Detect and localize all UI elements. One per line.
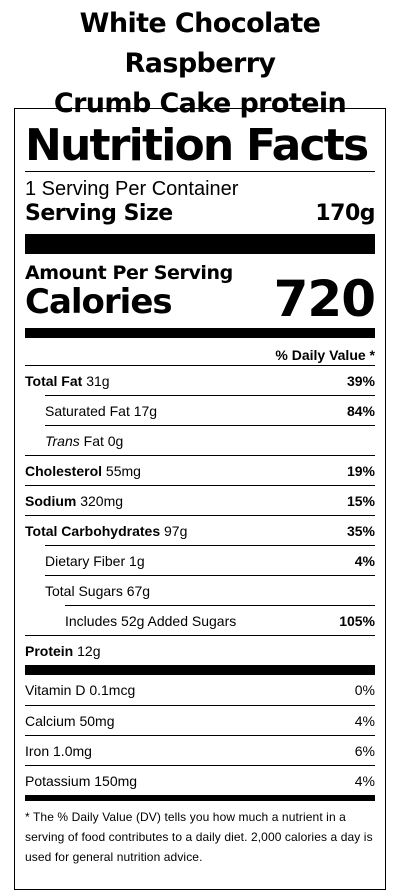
nutrient-name-italic: Trans [45,432,80,449]
thick-divider [25,234,375,254]
vitamin-name: Calcium 50mg [25,712,115,729]
nutrition-facts-heading: Nutrition Facts [25,120,369,171]
nutrient-dv: 15% [346,492,375,509]
nutrient-row-dietary-fiber: Dietary Fiber 1g 4% [45,545,375,575]
nutrient-name: Total Fat [25,372,83,389]
nutrient-name: Cholesterol [25,462,103,479]
nutrient-row-trans-fat: Trans Fat 0g [45,425,375,455]
nutrient-amount: 320mg [80,492,124,509]
nutrient-amount: 31g [86,372,110,389]
nutrient-name: Protein [25,642,74,659]
vitamin-name: Vitamin D 0.1mcg [25,682,136,698]
product-title: White Chocolate Raspberry Crumb Cake pro… [0,0,400,119]
nutrient-amount: 12g [77,642,101,659]
nutrient-amount: 1g [129,552,145,569]
vitamin-row: Potassium 150mg 4% [25,765,375,795]
nutrient-amount: 0g [107,432,124,449]
nutrient-name: Fat [83,432,104,449]
nutrient-name: Total Sugars [45,582,123,599]
serving-size-row: Serving Size 170g [25,200,375,228]
divider [25,171,375,172]
vitamin-dv: 4% [354,772,375,789]
vitamin-dv: 4% [354,712,375,729]
vitamin-dv: 0% [354,682,375,698]
vitamin-dv: 6% [354,742,375,759]
nutrient-row-cholesterol: Cholesterol 55mg 19% [25,455,375,485]
nutrient-dv: 84% [346,402,375,419]
calories-label: Calories [25,282,173,322]
nutrient-amount: 55mg [105,462,141,479]
nutrient-name: Total Carbohydrates [25,522,161,539]
nutrient-dv: 4% [354,552,375,569]
vitamin-row: Iron 1.0mg 6% [25,735,375,765]
nutrient-row-protein: Protein 12g [25,635,375,665]
vitamins-divider [25,665,375,675]
servings-per-container: 1 Serving Per Container [25,178,239,200]
footnote: * The % Daily Value (DV) tells you how m… [25,810,373,864]
nutrient-name: Sodium [25,492,77,509]
nutrient-row-saturated-fat: Saturated Fat 17g 84% [45,395,375,425]
daily-value-header: % Daily Value * [275,347,375,363]
nutrient-dv: 35% [346,522,375,539]
nutrient-row-total-fat: Total Fat 31g 39% [25,365,375,395]
nutrient-dv: 105% [339,612,375,629]
nutrient-name: Dietary Fiber [45,552,126,569]
medium-divider [25,328,375,338]
nutrient-row-total-carbohydrates: Total Carbohydrates 97g 35% [25,515,375,545]
serving-size-value: 170g [315,201,375,226]
nutrient-dv: 19% [346,462,375,479]
vitamin-name: Iron 1.0mg [25,742,92,759]
nutrient-row-sodium: Sodium 320mg 15% [25,485,375,515]
nutrient-name: Includes 52g Added Sugars [65,612,237,629]
nutrient-row-total-sugars: Total Sugars 67g [45,575,375,605]
nutrient-amount: 17g [133,402,158,419]
nutrition-label: Nutrition Facts 1 Serving Per Container … [14,108,386,890]
vitamin-name: Potassium 150mg [25,772,138,789]
vitamin-row: Vitamin D 0.1mcg 0% [25,675,375,705]
vitamin-row: Calcium 50mg 4% [25,705,375,735]
nutrient-amount: 97g [164,522,188,539]
nutrient-name: Saturated Fat [45,402,130,419]
nutrient-dv: 39% [346,372,375,389]
product-title-line2: Crumb Cake protein [53,88,347,119]
product-title-line1: White Chocolate Raspberry [79,8,321,79]
calories-value: 720 [273,270,376,328]
nutrient-row-added-sugars: Includes 52g Added Sugars 105% [65,605,375,635]
amount-per-serving: Amount Per Serving [25,262,233,284]
footnote-divider [25,795,375,801]
serving-size-label: Serving Size [25,201,173,226]
calories-row: Calories 720 [25,274,376,324]
nutrient-amount: 67g [126,582,151,599]
